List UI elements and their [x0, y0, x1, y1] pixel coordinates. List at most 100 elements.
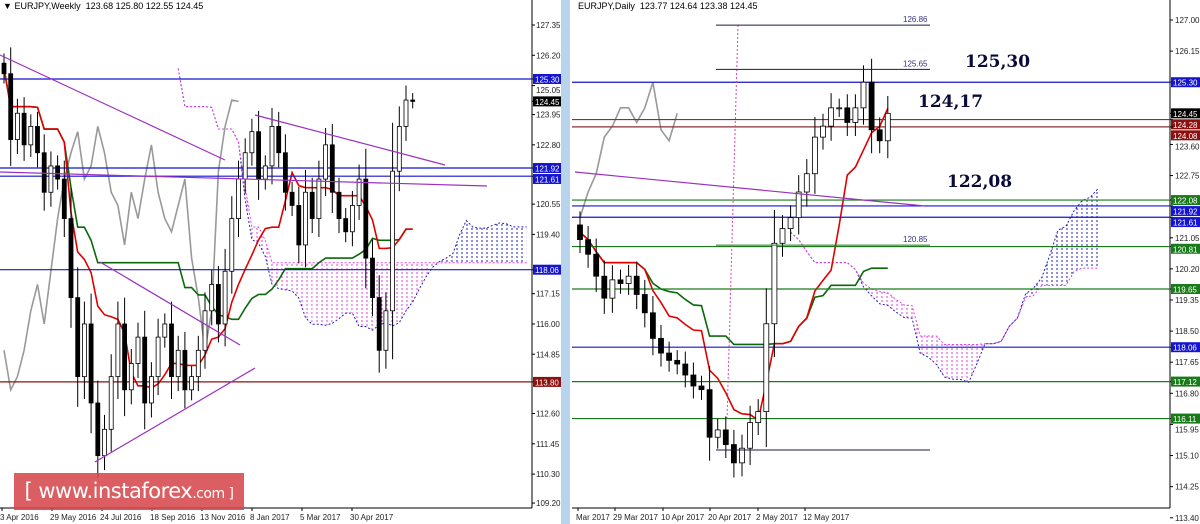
right-ichimoku-cloud-segment [879, 291, 888, 306]
left-candle-body [102, 428, 107, 457]
right-ichimoku-cloud-segment [855, 269, 864, 287]
left-candle-body [289, 191, 295, 206]
right-ichimoku-cloud-segment [1066, 210, 1075, 286]
right-symbol: EURJPY,Daily [578, 1, 635, 11]
right-price-tick-label: 115.95 [1175, 426, 1199, 435]
right-price-tag-label: 124.28 [1173, 121, 1198, 130]
left-candle-body [262, 165, 268, 180]
right-price-tag [1171, 342, 1200, 353]
left-price-tick-label: 112.60 [536, 410, 560, 419]
left-candle-body [128, 363, 134, 391]
left-ichimoku-cloud-segment [513, 226, 520, 263]
left-ichimoku-cloud-segment [473, 227, 480, 263]
left-price-tick-label: 117.15 [536, 290, 560, 299]
right-ichimoku-cloud-segment [904, 304, 913, 319]
left-ichimoku-cloud-segment [479, 228, 487, 263]
instaforex-logo[interactable]: [ www.instaforex.com ] [14, 473, 244, 510]
right-ichimoku-cloud-segment [912, 305, 921, 354]
trendline [94, 367, 256, 463]
annotation-125-30: 125,30 [965, 52, 1031, 72]
right-chikou-span [579, 81, 678, 218]
left-price-tag [533, 376, 563, 387]
trendline [574, 171, 926, 207]
left-candle-body [48, 165, 54, 193]
right-candle-body [795, 191, 802, 219]
right-ohlc: 123.77 124.64 123.38 124.45 [639, 1, 758, 11]
right-ichimoku-cloud-segment [960, 344, 969, 383]
left-candle-body [215, 284, 221, 325]
left-candle-body [303, 191, 308, 246]
right-price-tag-label: 124.45 [1173, 110, 1198, 119]
left-candle-body [329, 144, 335, 193]
left-candle-body [95, 402, 101, 457]
left-price-tick-label: 119.40 [536, 230, 560, 239]
left-price-tick-label: 125.05 [536, 86, 561, 95]
left-ichimoku-cloud-segment [406, 262, 413, 311]
right-senkou-span-a [790, 187, 1099, 383]
trendline [99, 261, 241, 346]
right-candle-body [617, 279, 624, 284]
left-candle-body [75, 297, 81, 378]
left-candle-body [403, 99, 409, 127]
right-price-tag-label: 117.12 [1173, 378, 1197, 387]
left-candle-body [410, 99, 416, 102]
left-kijun-sen [3, 68, 413, 321]
right-ichimoku-cloud-segment [928, 336, 937, 365]
right-candle-body [706, 389, 713, 438]
left-candle-body [21, 112, 27, 146]
left-candle-body [236, 178, 241, 219]
right-candle-body [593, 253, 600, 277]
right-candle-body [771, 242, 778, 325]
left-ichimoku-cloud-segment [399, 262, 406, 323]
right-ichimoku-cloud-segment [1033, 277, 1042, 296]
right-date-label: 12 May 2017 [803, 513, 850, 522]
trendline [254, 114, 446, 166]
right-price-tick-label: 117.65 [1175, 358, 1199, 367]
right-price-tag-label: 118.06 [1173, 344, 1197, 353]
vertical-dotted-line [726, 24, 739, 421]
left-ichimoku-cloud-segment [325, 262, 333, 326]
left-symbol: EURJPY,Weekly [14, 1, 81, 11]
left-ichimoku-cloud-segment [352, 262, 360, 327]
left-candle-body [8, 73, 14, 140]
left-ichimoku-cloud-segment [285, 262, 293, 292]
left-price-tick-label: 114.85 [536, 350, 560, 359]
left-price-tick-label: 126.20 [536, 51, 561, 60]
left-candle-body [68, 218, 74, 299]
left-candle-body [383, 310, 389, 351]
annotation-124-17: 124,17 [918, 92, 984, 112]
right-price-tick-label: 123.60 [1175, 142, 1200, 151]
left-ichimoku-cloud-segment [419, 262, 427, 289]
left-ichimoku-cloud-segment [298, 262, 306, 318]
left-candle-body [209, 284, 215, 312]
left-price-tick-label: 120.55 [536, 200, 561, 209]
right-price-tag-label: 125.30 [1173, 79, 1198, 88]
fib-level-label: 120.85 [903, 235, 928, 244]
left-price-tick-label: 127.35 [536, 21, 561, 30]
left-candle-body [169, 323, 174, 378]
right-candle-body [739, 447, 745, 464]
right-candle-body [690, 374, 697, 387]
right-candle-body [625, 275, 632, 284]
panel-divider[interactable] [561, 0, 570, 524]
left-candle-body [309, 191, 315, 219]
left-candle-body [14, 112, 20, 140]
left-candle-body [269, 126, 275, 167]
left-chikou-span [3, 99, 239, 393]
left-price-tick-label: 110.30 [536, 470, 560, 479]
right-candle-body [803, 173, 810, 193]
left-candle-body [296, 205, 302, 246]
right-price-tag [1171, 243, 1200, 254]
right-candle-body [755, 411, 762, 423]
right-tenkan-sen [579, 108, 889, 422]
annotation-122-08: 122,08 [947, 172, 1013, 192]
left-ichimoku-cloud-segment [258, 227, 266, 257]
right-candle-body [787, 217, 794, 230]
fib-level-label: 125.65 [903, 59, 928, 68]
left-price-tag-label: 121.61 [535, 176, 560, 185]
left-candle-body [115, 323, 121, 378]
left-ichimoku-cloud-segment [359, 262, 366, 327]
dropdown-arrow-icon[interactable]: ▼ [3, 1, 12, 11]
left-candle-body [370, 257, 375, 299]
left-candle-body [195, 349, 201, 378]
